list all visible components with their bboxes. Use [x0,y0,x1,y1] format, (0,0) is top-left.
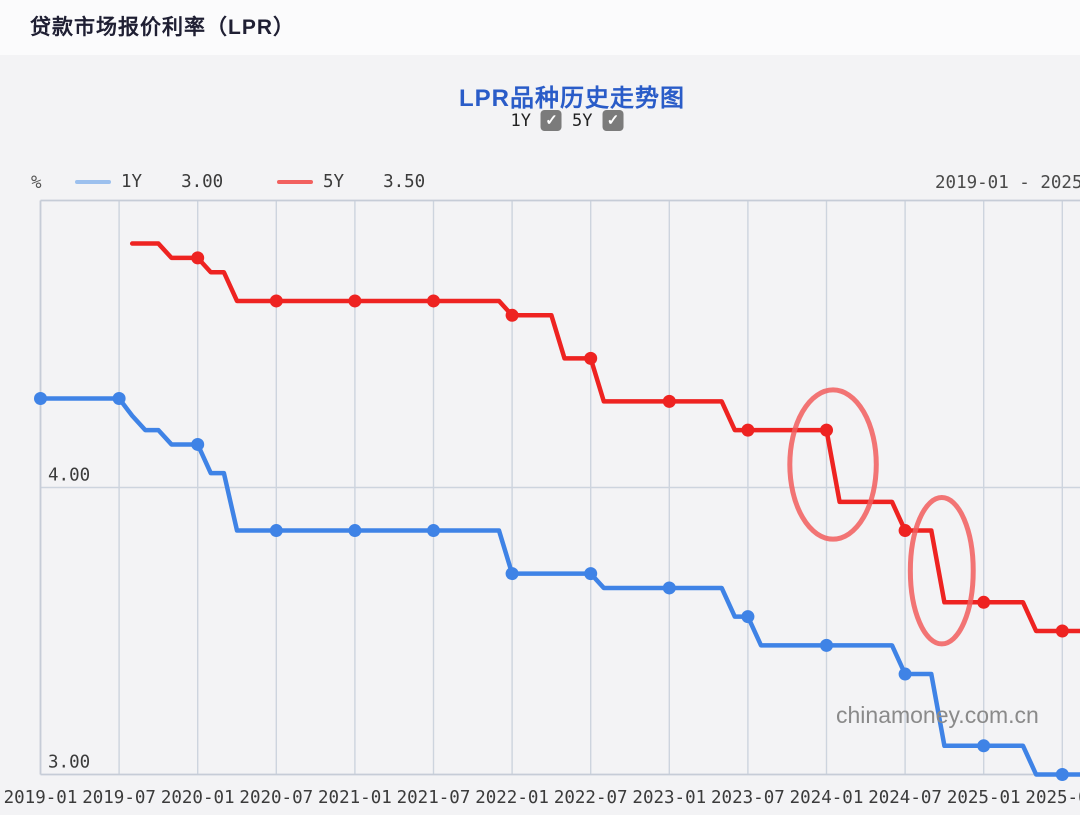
data-point-5Y [662,394,676,408]
legend-item-1y: 1Y 3.00 [75,172,223,192]
checkbox-1y[interactable]: ✓ [541,110,562,131]
annotation-ellipse [907,495,976,647]
checkmark-icon: ✓ [606,112,620,129]
page-title: 贷款市场报价利率（LPR） [30,16,295,39]
toggle-label-5y: 5Y [572,110,593,131]
series-line-1Y [38,396,1080,777]
chart-legend: % 1Y 3.00 5Y 3.50 2019-01 - 2025 [0,172,1080,196]
x-tick-label: 2024-01 [790,788,864,808]
data-point-5Y [741,423,755,437]
legend-value-5y: 3.50 [383,172,426,192]
data-point-1Y [505,567,519,581]
x-tick-label: 2023-01 [632,788,706,808]
data-point-1Y [112,392,126,406]
x-tick-label: 2021-07 [397,788,471,808]
data-point-1Y [741,610,755,624]
data-point-5Y [898,524,912,538]
toggle-label-1y: 1Y [510,110,531,131]
x-tick-label: 2022-07 [554,788,628,808]
x-tick-label: 2019-01 [4,788,78,808]
data-point-5Y [1055,624,1069,638]
data-point-1Y [34,392,47,406]
data-point-5Y [584,351,598,365]
data-point-1Y [348,524,362,538]
x-tick-label: 2019-07 [82,788,156,808]
data-point-1Y [427,524,440,538]
data-point-5Y [348,294,362,308]
series-toggles: 1Y ✓ 5Y ✓ [511,110,624,131]
legend-value-1y: 3.00 [181,172,224,192]
series-line-5Y [129,241,1080,634]
data-point-5Y [191,251,205,265]
legend-label-1y: 1Y [121,172,143,192]
x-tick-label: 2025-07 [1025,788,1080,808]
data-point-1Y [1055,768,1069,781]
data-point-1Y [191,437,205,451]
data-point-1Y [584,567,598,581]
date-range-label: 2019-01 - 2025 [935,173,1080,193]
data-point-5Y [269,294,283,308]
legend-label-5y: 5Y [323,172,345,192]
watermark: chinamoney.com.cn [836,702,1039,728]
x-tick-label: 2020-01 [161,788,235,808]
annotation-ellipse [787,387,879,542]
y-axis-unit-label: % [31,173,42,193]
legend-item-5y: 5Y 3.50 [277,172,425,192]
x-tick-label: 2020-07 [239,788,313,808]
x-tick-label: 2025-01 [947,788,1021,808]
data-point-5Y [977,595,991,609]
checkbox-5y[interactable]: ✓ [602,110,624,131]
data-point-1Y [662,581,676,595]
data-point-5Y [427,294,440,308]
data-point-1Y [820,638,833,652]
legend-line-1y-icon [75,180,111,184]
x-tick-label: 2023-07 [711,788,785,808]
data-point-5Y [820,423,833,437]
x-tick-label: 2021-01 [318,788,392,808]
legend-line-5y-icon [277,180,313,184]
data-point-1Y [269,524,283,538]
page-header: 贷款市场报价利率（LPR） [0,0,1080,55]
data-point-1Y [898,667,912,681]
data-point-5Y [505,308,519,322]
x-tick-label: 2024-07 [868,788,942,808]
y-tick-label: 3.00 [48,753,90,773]
x-tick-label: 2022-01 [475,788,549,808]
chart-title: LPR品种历史走势图 [459,85,685,112]
checkmark-icon: ✓ [545,112,558,129]
y-tick-label: 4.00 [48,466,90,486]
data-point-1Y [977,739,991,753]
